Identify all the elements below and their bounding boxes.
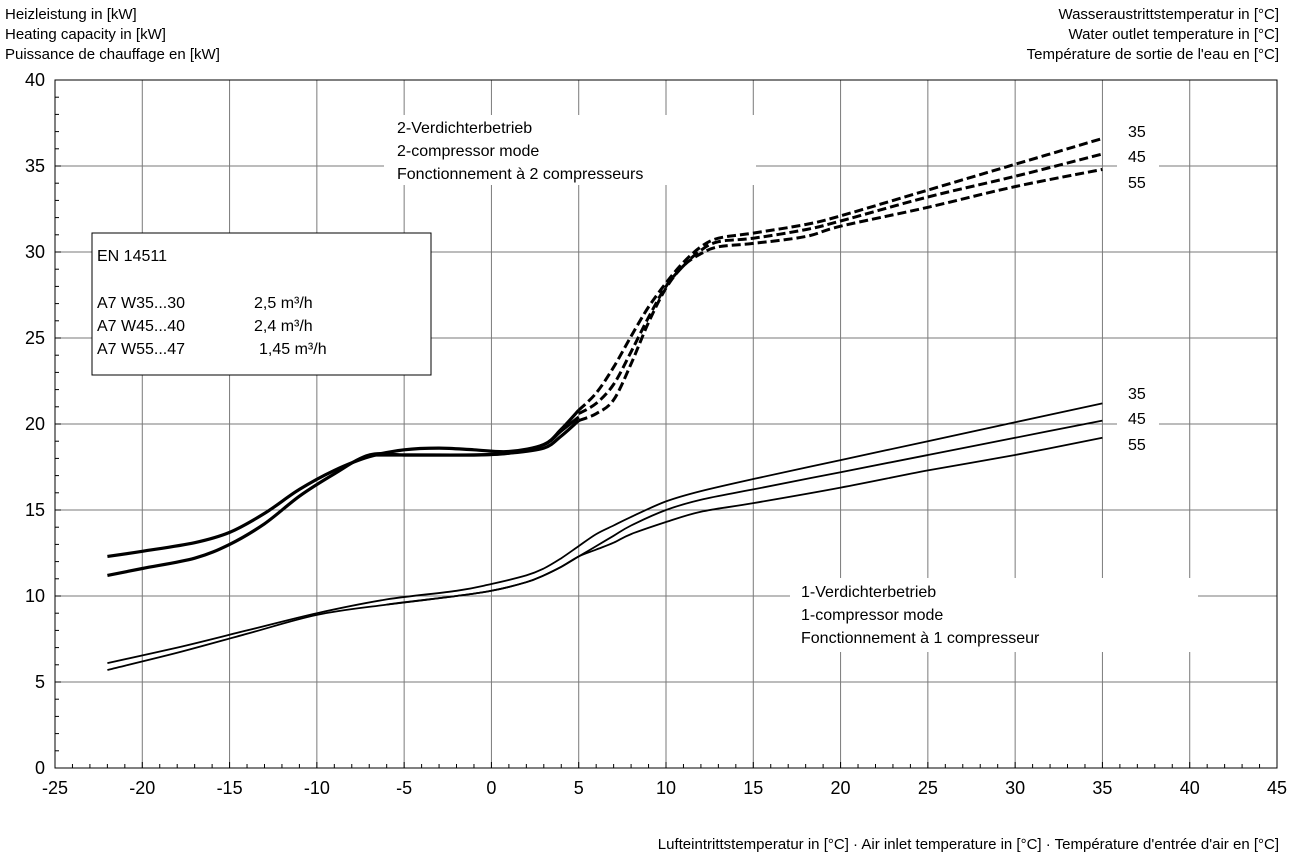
series-line-1-compressor-55-solid <box>386 436 1103 606</box>
y-axis-title-line: Heizleistung in [kW] <box>5 6 137 23</box>
y-axis-title-line: Heating capacity in [kW] <box>5 26 166 43</box>
annotation-line: Fonctionnement à 1 compresseur <box>801 630 1040 647</box>
annotation-line: 1-Verdichterbetrieb <box>801 584 936 601</box>
x-tick-label: -15 <box>217 778 243 798</box>
y-tick-label: 0 <box>35 758 45 778</box>
x-tick-label: 25 <box>918 778 938 798</box>
water-outlet-title-line: Wasseraustrittstemperatur in [°C] <box>1058 6 1279 23</box>
series-line-2-compressor-35-solid-bold <box>107 415 580 558</box>
x-tick-label: 10 <box>656 778 676 798</box>
x-tick-label: 40 <box>1180 778 1200 798</box>
x-tick-label: -25 <box>42 778 68 798</box>
two-compressor-annotation: 2-Verdichterbetrieb 2-compressor mode Fo… <box>384 115 756 185</box>
one-compressor-annotation: 1-Verdichterbetrieb 1-compressor mode Fo… <box>790 578 1198 652</box>
legend-flow: 1,45 m³/h <box>259 341 327 358</box>
en14511-title: EN 14511 <box>97 248 167 265</box>
end-label-35: 35 <box>1128 124 1146 141</box>
series-line-2-compressor-35-dashed <box>577 137 1103 412</box>
legend-condition: A7 W55...47 <box>97 341 185 358</box>
y-tick-label: 5 <box>35 672 45 692</box>
series-lines <box>107 137 1103 671</box>
annotation-line: 2-Verdichterbetrieb <box>397 120 532 137</box>
y-tick-label: 25 <box>25 328 45 348</box>
legend-flow: 2,4 m³/h <box>254 318 313 335</box>
end-label-background <box>1117 118 1159 194</box>
x-axis-title: Lufteintrittstemperatur in [°C] · Air in… <box>657 836 1279 853</box>
en14511-box-frame <box>91 232 432 376</box>
minor-ticks <box>54 79 1278 769</box>
water-outlet-title-line: Température de sortie de l'eau en [°C] <box>1026 46 1279 63</box>
y-axis-title-line: Puissance de chauffage en [kW] <box>5 46 220 63</box>
series-line-2-compressor-55-dashed <box>578 167 1103 423</box>
y-tick-labels: 0 5 10 15 20 25 30 35 40 <box>25 70 45 778</box>
end-label-55: 55 <box>1128 437 1146 454</box>
water-outlet-title-line: Water outlet temperature in [°C] <box>1068 26 1279 43</box>
grid <box>55 80 1277 768</box>
end-label-45: 45 <box>1128 411 1146 428</box>
y-tick-label: 20 <box>25 414 45 434</box>
x-tick-label: 5 <box>574 778 584 798</box>
series-line-2-compressor-45-dashed <box>577 152 1103 416</box>
y-tick-label: 15 <box>25 500 45 520</box>
annotation-background <box>384 115 756 185</box>
y-tick-label: 40 <box>25 70 45 90</box>
series-line-2-compressor-45-solid-bold <box>107 409 580 577</box>
x-tick-label: -10 <box>304 778 330 798</box>
x-tick-label: 45 <box>1267 778 1287 798</box>
series-line-1-compressor-35-solid <box>107 402 1103 664</box>
end-label-45: 45 <box>1128 149 1146 166</box>
water-outlet-title: Wasseraustrittstemperatur in [°C] Water … <box>1027 5 1279 65</box>
en14511-box: EN 14511 A7 W35...30 2,5 m³/h A7 W45...4… <box>91 232 432 376</box>
y-axis-title: Heizleistung in [kW] Heating capacity in… <box>5 5 220 65</box>
plot-frame <box>54 79 1278 769</box>
annotation-background <box>790 578 1198 652</box>
x-tick-label: 0 <box>486 778 496 798</box>
end-label-background <box>1117 380 1159 456</box>
end-label-35: 35 <box>1128 386 1146 403</box>
legend-flow: 2,5 m³/h <box>254 295 313 312</box>
x-tick-label: 35 <box>1092 778 1112 798</box>
heating-capacity-chart: -25 -20 -15 -10 -5 0 5 10 15 20 25 30 35 40 45 0 5 10 15 2… <box>25 70 1287 798</box>
x-tick-label: -20 <box>129 778 155 798</box>
x-tick-label: 30 <box>1005 778 1025 798</box>
legend-condition: A7 W45...40 <box>97 318 185 335</box>
x-tick-labels: -25 -20 -15 -10 -5 0 5 10 15 20 25 30 35 40 45 <box>42 778 1287 798</box>
y-tick-label: 10 <box>25 586 45 606</box>
annotation-line: Fonctionnement à 2 compresseurs <box>397 166 643 183</box>
x-tick-label: 15 <box>743 778 763 798</box>
annotation-line: 1-compressor mode <box>801 607 943 624</box>
x-tick-label: 20 <box>831 778 851 798</box>
annotation-line: 2-compressor mode <box>397 143 539 160</box>
y-tick-label: 35 <box>25 156 45 176</box>
y-tick-label: 30 <box>25 242 45 262</box>
series-end-labels: 35 45 55 35 45 55 <box>1117 118 1159 456</box>
x-tick-label: -5 <box>396 778 412 798</box>
series-line-2-compressor-55-solid-bold <box>369 419 580 457</box>
end-label-55: 55 <box>1128 175 1146 192</box>
legend-condition: A7 W35...30 <box>97 295 185 312</box>
